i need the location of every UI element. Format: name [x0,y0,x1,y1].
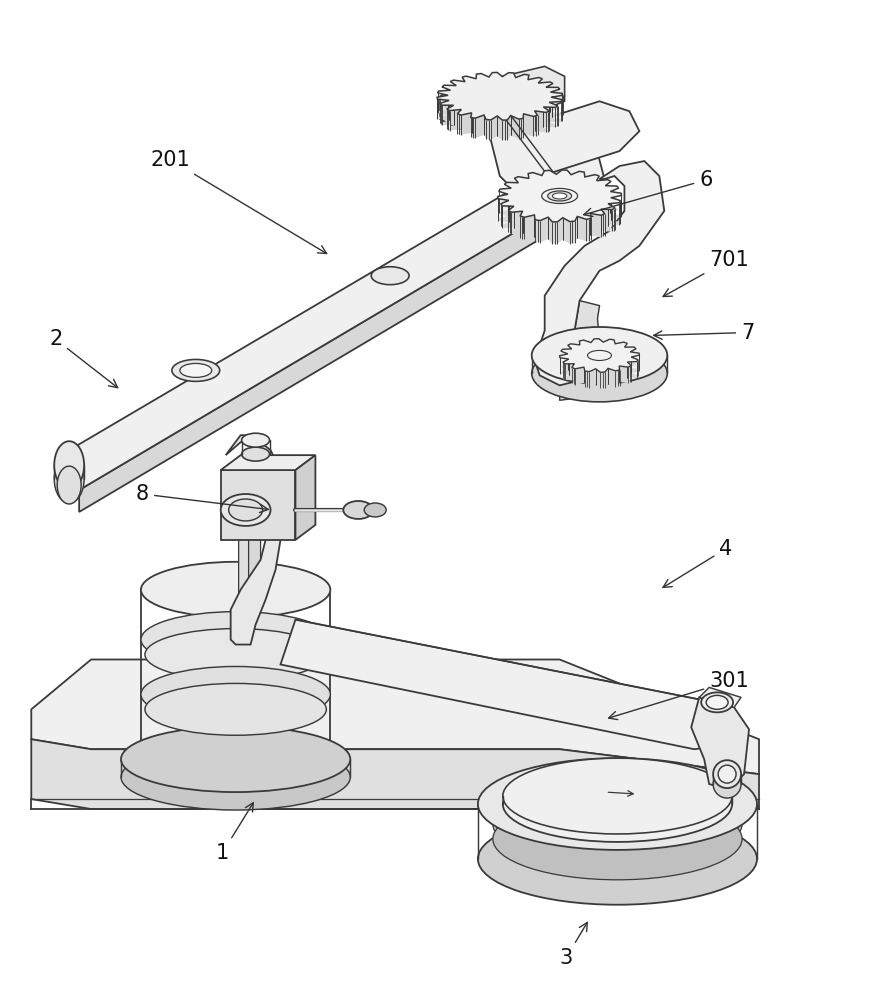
Polygon shape [249,452,260,600]
Ellipse shape [713,760,741,788]
Polygon shape [490,101,639,186]
Polygon shape [220,470,296,540]
Polygon shape [498,170,621,222]
Ellipse shape [493,798,742,880]
Ellipse shape [713,770,741,798]
Polygon shape [69,141,604,490]
Polygon shape [31,739,759,809]
Polygon shape [440,66,565,129]
Text: 8: 8 [136,484,268,513]
Polygon shape [79,179,604,512]
Text: 701: 701 [663,250,749,297]
Polygon shape [31,659,759,774]
Polygon shape [699,687,741,707]
Ellipse shape [141,666,330,722]
Text: 3: 3 [559,922,588,968]
Polygon shape [498,170,621,244]
Ellipse shape [145,629,327,680]
Text: 7: 7 [654,323,754,343]
Ellipse shape [503,766,732,842]
Ellipse shape [220,494,271,526]
Ellipse shape [532,345,667,402]
Ellipse shape [145,683,327,735]
Polygon shape [559,339,639,372]
Polygon shape [226,435,281,645]
Polygon shape [281,620,714,749]
Ellipse shape [172,359,219,381]
Text: 201: 201 [151,150,327,254]
Text: 4: 4 [663,539,733,587]
Polygon shape [220,455,315,470]
Polygon shape [535,161,665,385]
Polygon shape [239,458,252,604]
Ellipse shape [121,726,350,792]
Ellipse shape [242,447,270,461]
Ellipse shape [706,695,728,709]
Text: 301: 301 [609,671,749,720]
Ellipse shape [548,191,572,201]
Polygon shape [559,339,639,388]
Polygon shape [296,455,315,540]
Text: 2: 2 [50,329,118,388]
Ellipse shape [493,783,742,865]
Ellipse shape [242,433,270,447]
Polygon shape [691,697,749,789]
Ellipse shape [701,692,733,712]
Ellipse shape [718,765,736,783]
Polygon shape [437,72,563,140]
Ellipse shape [141,731,330,787]
Ellipse shape [478,813,757,905]
Ellipse shape [478,758,757,850]
Ellipse shape [141,612,330,667]
Ellipse shape [343,501,373,519]
Ellipse shape [365,503,386,517]
Polygon shape [559,301,605,400]
Ellipse shape [503,758,732,834]
Ellipse shape [180,363,212,377]
Ellipse shape [552,193,566,199]
Ellipse shape [588,350,612,360]
Polygon shape [437,72,563,120]
Text: 1: 1 [216,803,253,863]
Ellipse shape [532,327,667,384]
Ellipse shape [58,466,81,504]
Ellipse shape [54,455,84,503]
Ellipse shape [228,499,263,521]
Ellipse shape [542,188,578,203]
Ellipse shape [371,267,409,285]
Ellipse shape [121,744,350,810]
Ellipse shape [54,441,84,489]
Ellipse shape [141,562,330,618]
Text: 6: 6 [584,170,712,216]
